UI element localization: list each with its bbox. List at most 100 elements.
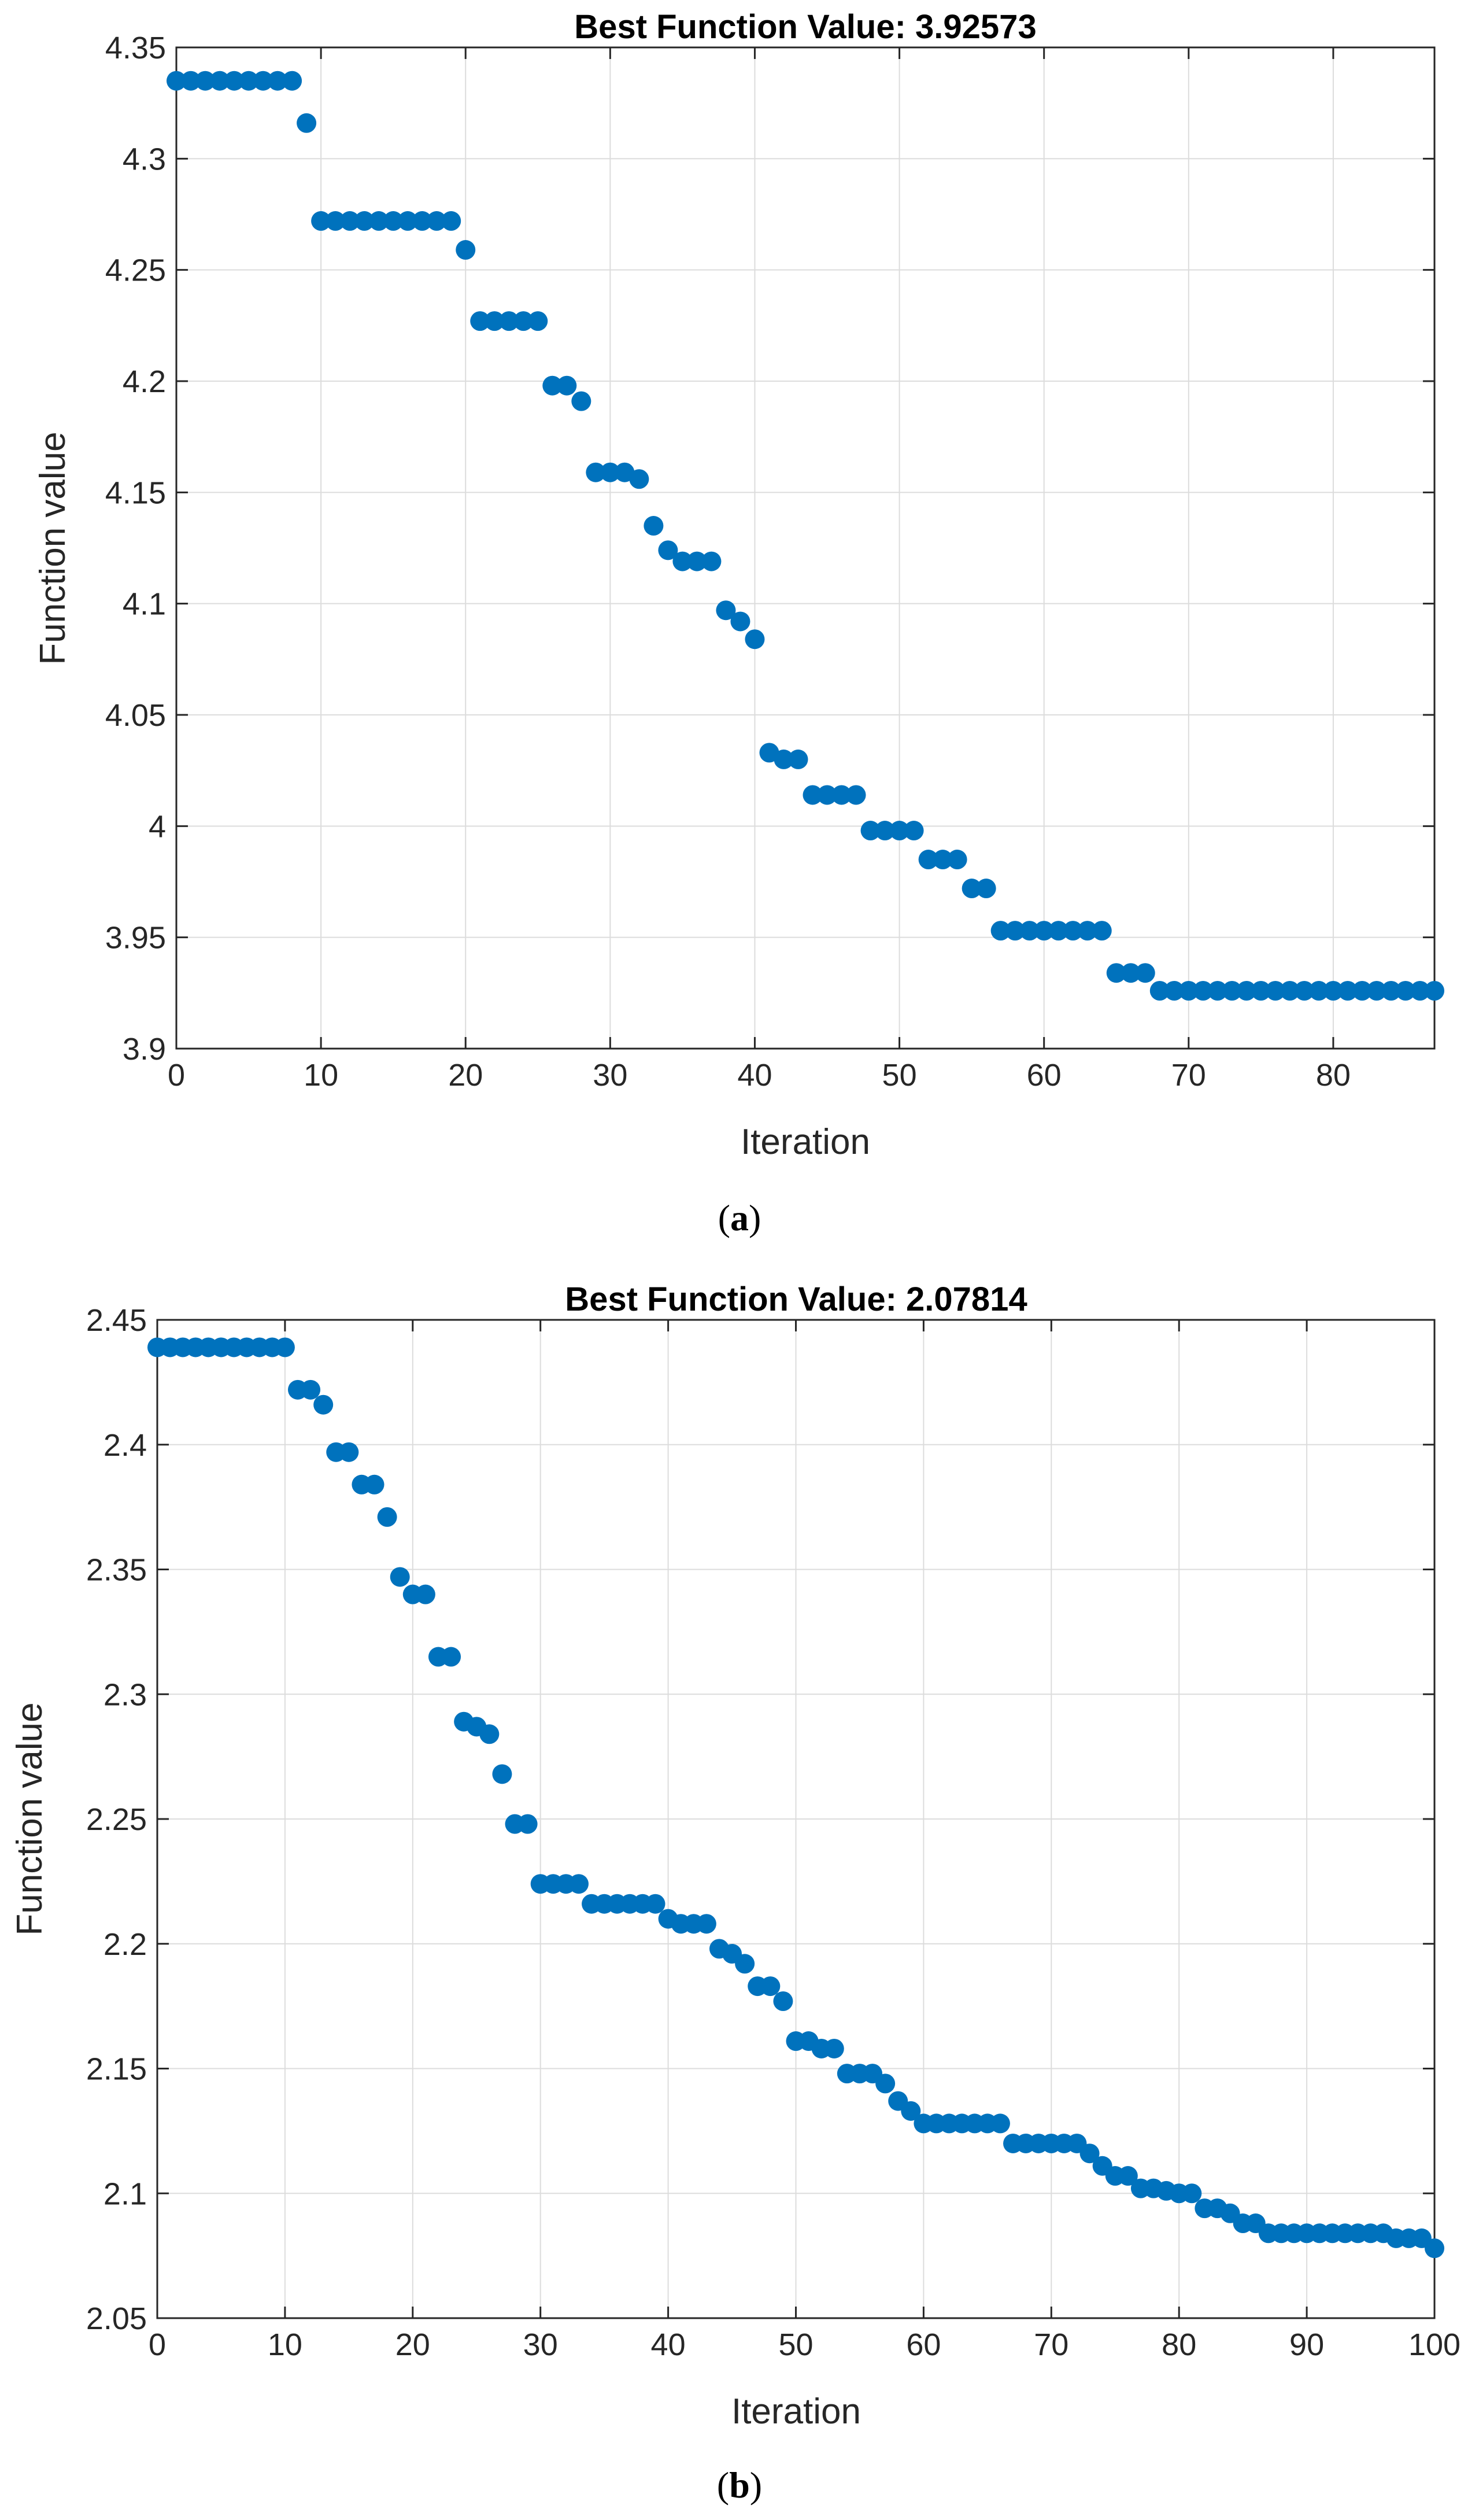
panel-a-data-point: [1135, 963, 1155, 983]
panel-a-data-point: [1410, 980, 1430, 1001]
panel-b-caption: (b): [717, 2464, 762, 2506]
panel-a-data-point: [354, 211, 375, 231]
panel-a-data-point: [1063, 921, 1083, 941]
panel-a-data-point: [644, 516, 664, 536]
panel-a-data-point: [774, 749, 794, 769]
panel-b-data-point: [1182, 2183, 1202, 2204]
panel-b-xtick-label: 40: [651, 2327, 686, 2362]
panel-b-xtick-label: 100: [1408, 2327, 1460, 2362]
panel-a-data-point: [1019, 921, 1040, 941]
panel-a-data-point: [1352, 980, 1372, 1001]
panel-a-data-point: [195, 71, 216, 91]
panel-a-data-point: [181, 71, 201, 91]
panel-a-ylabel: Function value: [33, 431, 73, 665]
panel-a-data-point: [658, 540, 678, 560]
panel-b-data-point: [773, 1991, 793, 2011]
panel-a-xtick-label: 10: [304, 1058, 338, 1093]
panel-b-ytick-label: 2.3: [103, 1677, 147, 1712]
panel-a-data-point: [470, 311, 490, 331]
panel-a-data-point: [383, 211, 404, 231]
panel-a-data-point: [268, 71, 288, 91]
panel-b-data-point: [875, 2073, 896, 2094]
panel-b-xtick-label: 30: [523, 2327, 558, 2362]
panel-b-xtick-label: 90: [1289, 2327, 1324, 2362]
panel-a-data-point: [1337, 980, 1358, 1001]
panel-b-data-point: [492, 1764, 512, 1784]
panel-b-xtick-label: 10: [268, 2327, 302, 2362]
panel-a-data-point: [1034, 921, 1054, 941]
panel-b-markers: [147, 1337, 1444, 2259]
panel-a-data-point: [904, 821, 924, 841]
panel-a-ticks: 0 10 20 30 40 50 60 70 80 3.9 3.95 4 4.05 4.1 4.15 4.2 4…: [105, 31, 1434, 1093]
panel-a-ytick-label: 4.3: [123, 142, 166, 176]
panel-a-data-point: [224, 71, 245, 91]
panel-b-ytick-label: 2.1: [103, 2176, 147, 2211]
panel-b-xtick-label: 0: [149, 2327, 166, 2362]
panel-a-ytick-label: 4: [149, 809, 166, 844]
panel-b-data-point: [645, 1894, 665, 1914]
panel-a: 0 10 20 30 40 50 60 70 80 3.9 3.95 4 4.05 4.1 4.15 4.2 4…: [33, 8, 1444, 1238]
panel-b-data-point: [696, 1914, 716, 1934]
panel-a-data-point: [1265, 980, 1285, 1001]
panel-a-data-point: [716, 600, 736, 621]
panel-a-xtick-label: 0: [168, 1058, 185, 1093]
panel-a-data-point: [1280, 980, 1300, 1001]
panel-b-data-point: [735, 1954, 755, 1974]
panel-b-data-point: [824, 2038, 844, 2058]
panel-a-data-point: [427, 211, 447, 231]
panel-b-data-point: [339, 1442, 359, 1462]
panel-a-data-point: [1178, 980, 1199, 1001]
panel-b-ytick-label: 2.25: [86, 1802, 147, 1837]
panel-a-xtick-label: 60: [1027, 1058, 1062, 1093]
panel-a-data-point: [1381, 980, 1401, 1001]
panel-a-ytick-label: 3.9: [123, 1032, 166, 1067]
panel-a-data-point: [1366, 980, 1386, 1001]
panel-a-data-point: [1222, 980, 1242, 1001]
panel-b-ytick-label: 2.35: [86, 1553, 147, 1588]
panel-a-data-point: [369, 211, 389, 231]
panel-a-data-point: [1121, 963, 1141, 983]
panel-b-data-point: [364, 1474, 384, 1495]
panel-a-data-point: [1106, 963, 1126, 983]
panel-b-data-point: [301, 1379, 321, 1400]
panel-a-data-point: [586, 462, 606, 482]
panel-b-data-point: [275, 1337, 295, 1357]
panel-a-data-point: [456, 240, 476, 260]
panel-a-data-point: [600, 462, 620, 482]
panel-a-data-point: [803, 785, 823, 805]
panel-b-data-point: [441, 1647, 461, 1667]
panel-a-data-point: [947, 850, 967, 870]
panel-a-caption: (a): [718, 1197, 761, 1238]
panel-a-data-point: [1092, 921, 1112, 941]
panel-a-xtick-label: 40: [737, 1058, 772, 1093]
panel-a-data-point: [672, 551, 693, 571]
panel-a-data-point: [398, 211, 418, 231]
panel-a-data-point: [210, 71, 230, 91]
panel-a-data-point: [1149, 980, 1170, 1001]
panel-a-data-point: [326, 211, 346, 231]
panel-a-data-point: [933, 850, 953, 870]
panel-b-data-point: [390, 1567, 410, 1587]
panel-a-xtick-label: 20: [448, 1058, 483, 1093]
panel-b-ytick-label: 2.05: [86, 2301, 147, 2336]
panel-a-caption-close: ): [749, 1197, 761, 1238]
panel-b-caption-open: (: [717, 2464, 729, 2506]
panel-b-data-point: [517, 1814, 538, 1834]
panel-a-data-point: [860, 821, 881, 841]
panel-a-data-point: [1308, 980, 1329, 1001]
panel-a-data-point: [571, 391, 591, 411]
panel-a-data-point: [340, 211, 360, 231]
panel-b-data-point: [990, 2113, 1010, 2134]
panel-b-data-point: [313, 1394, 334, 1415]
panel-a-data-point: [875, 821, 895, 841]
panel-b-data-point: [377, 1507, 397, 1527]
panel-a-data-point: [990, 921, 1011, 941]
panel-b-xtick-label: 50: [778, 2327, 813, 2362]
panel-a-data-point: [730, 611, 750, 632]
panel-a-data-point: [253, 71, 273, 91]
panel-a-data-point: [297, 113, 317, 133]
panel-a-data-point: [701, 551, 722, 571]
panel-a-ytick-label: 4.1: [123, 587, 166, 622]
panel-a-data-point: [1294, 980, 1314, 1001]
panel-a-data-point: [513, 311, 534, 331]
